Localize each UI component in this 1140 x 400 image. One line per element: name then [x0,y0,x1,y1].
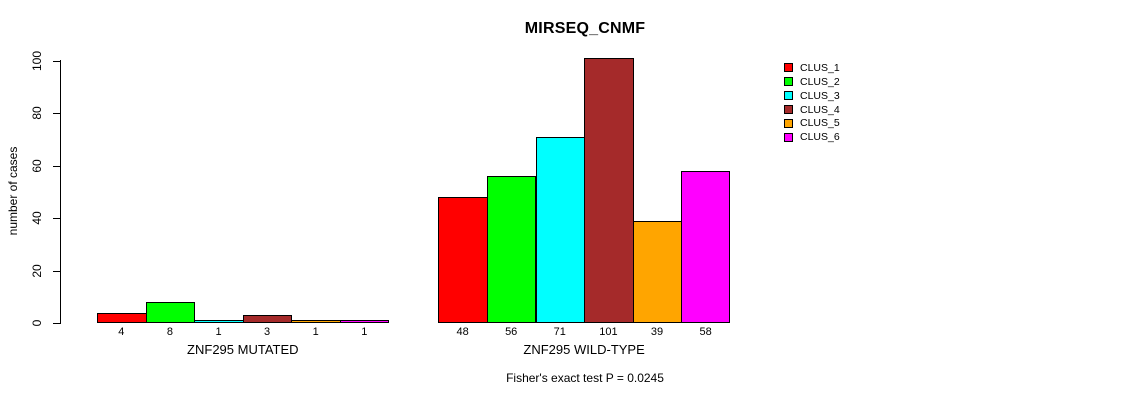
legend-item-clus-5: CLUS_5 [784,116,840,130]
bar-clus-2-znf295-wild-type [486,176,537,323]
legend-label: CLUS_3 [800,89,840,102]
bar-clus-5-znf295-mutated [291,320,341,323]
legend-item-clus-1: CLUS_1 [784,61,840,75]
bar-value-label: 58 [699,325,712,338]
legend-item-clus-6: CLUS_6 [784,130,840,144]
y-axis-line [60,60,61,323]
bar-clus-3-znf295-mutated [194,320,244,323]
bar-clus-1-znf295-mutated [97,312,147,323]
legend-item-clus-2: CLUS_2 [784,75,840,89]
legend: CLUS_1 CLUS_2 CLUS_3 CLUS_4 CLUS_5 CLUS_6 [784,61,840,144]
y-axis-tick [53,60,61,62]
legend-item-clus-4: CLUS_4 [784,103,840,117]
bar-value-label: 1 [312,325,319,338]
legend-label: CLUS_2 [800,75,840,88]
fisher-test-annotation: Fisher's exact test P = 0.0245 [506,371,664,385]
group-label-znf295-wild-type: ZNF295 WILD-TYPE [523,341,645,357]
bar-clus-3-znf295-wild-type [535,136,586,323]
y-tick-label: 60 [30,158,44,173]
legend-label: CLUS_6 [800,131,840,144]
legend-label: CLUS_4 [800,103,840,116]
legend-swatch-clus-5 [784,118,793,128]
y-axis-label: number of cases [6,146,20,236]
y-axis-tick [53,218,61,219]
bar-value-label: 48 [456,325,469,338]
bar-clus-6-znf295-wild-type [681,170,730,324]
bar-value-label: 101 [599,325,618,338]
legend-swatch-clus-1 [784,63,793,73]
bar-value-label: 4 [118,325,125,338]
y-axis-tick [53,270,61,272]
legend-label: CLUS_5 [800,117,840,130]
bar-clus-4-znf295-mutated [242,315,293,323]
bar-clus-6-znf295-mutated [340,320,389,323]
legend-swatch-clus-4 [784,105,793,114]
y-tick-label: 0 [30,319,44,327]
legend-swatch-clus-2 [784,77,793,87]
y-axis-tick [53,165,61,167]
bar-value-label: 8 [166,325,173,338]
y-tick-label: 20 [30,263,44,278]
y-axis-tick [53,323,61,324]
legend-swatch-clus-3 [784,91,793,101]
bar-value-label: 39 [650,325,664,338]
bar-value-label: 1 [361,325,368,338]
group-label-znf295-mutated: ZNF295 MUTATED [187,341,299,357]
y-axis-tick [53,113,61,114]
y-tick-label: 40 [30,211,44,225]
bar-clus-1-znf295-wild-type [438,197,488,323]
chart-title: MIRSEQ_CNMF [524,20,646,37]
y-tick-label: 100 [30,50,44,71]
legend-item-clus-3: CLUS_3 [784,89,840,103]
bar-clus-2-znf295-mutated [145,302,196,323]
bar-value-label: 3 [264,325,271,338]
bar-clus-4-znf295-wild-type [584,57,634,323]
bar-clus-5-znf295-wild-type [632,220,683,323]
bar-value-label: 71 [553,325,566,338]
legend-swatch-clus-6 [784,132,793,142]
legend-label: CLUS_1 [800,61,840,74]
y-tick-label: 80 [30,106,44,120]
bar-value-label: 56 [505,325,518,338]
bar-value-label: 1 [215,325,222,338]
